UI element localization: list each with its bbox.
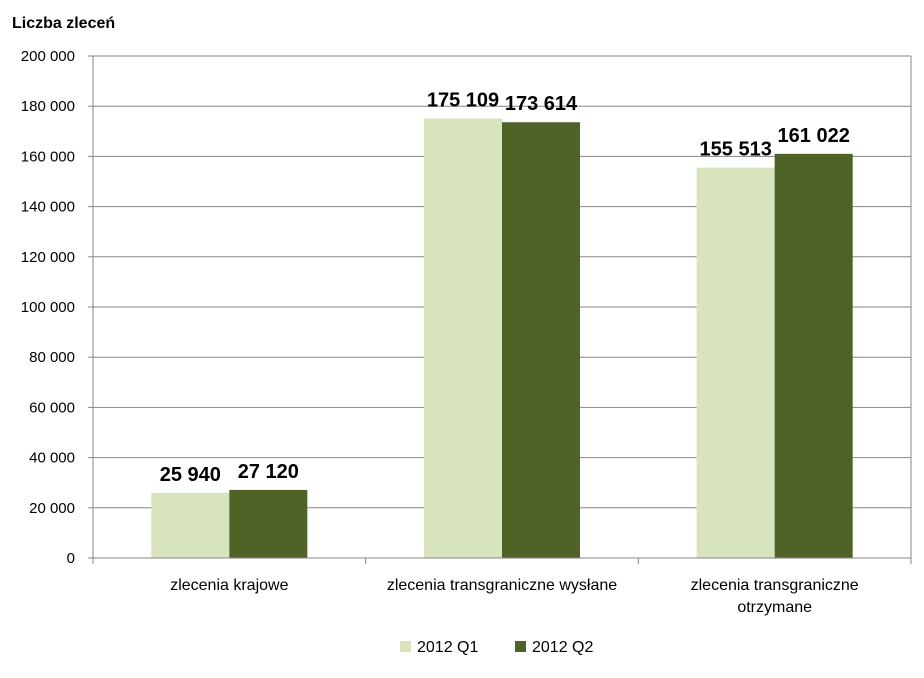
- x-category-label: zlecenia krajowe: [170, 577, 288, 594]
- legend: 2012 Q1 2012 Q2: [400, 639, 593, 656]
- y-tick-label: 80 000: [29, 349, 75, 366]
- y-tick-label: 180 000: [21, 98, 75, 115]
- data-label: 25 940: [160, 464, 221, 486]
- bar-2012-q1: [696, 167, 775, 559]
- y-tick-label: 200 000: [21, 48, 75, 65]
- x-category-label: otrzymane: [737, 599, 812, 616]
- y-tick-label: 20 000: [29, 500, 75, 517]
- data-label: 173 614: [505, 93, 578, 115]
- y-axis-title: Liczba zleceń: [12, 15, 115, 32]
- data-label: 175 109: [427, 89, 499, 111]
- bar-2012-q1: [424, 118, 502, 558]
- data-label: 27 120: [238, 461, 299, 483]
- x-category-label: zlecenia transgraniczne: [691, 577, 859, 594]
- y-tick-label: 60 000: [29, 399, 75, 416]
- bar-2012-q2: [774, 153, 853, 558]
- legend-swatch: [515, 641, 526, 652]
- category-labels: zlecenia krajowe zlecenia transgraniczne …: [170, 577, 859, 616]
- bar-2012-q2: [229, 489, 308, 558]
- legend-label: 2012 Q1: [417, 639, 478, 656]
- axes: [88, 55, 912, 564]
- data-label: 161 022: [778, 125, 850, 147]
- data-labels: 25 940 27 120 175 109 173 614 155 513 161 022: [160, 89, 850, 485]
- x-category-label: zlecenia transgraniczne wysłane: [387, 577, 617, 594]
- y-tick-label: 120 000: [21, 249, 75, 266]
- bar-2012-q2: [502, 122, 580, 559]
- y-tick-label: 0: [67, 550, 75, 567]
- y-tick-label: 140 000: [21, 199, 75, 216]
- y-tick-label: 160 000: [21, 148, 75, 165]
- data-label: 155 513: [700, 139, 772, 161]
- legend-label: 2012 Q2: [532, 639, 593, 656]
- legend-swatch: [400, 641, 411, 652]
- bars: [151, 118, 853, 559]
- y-axis-ticks: 0 20 000 40 000 60 000 80 000 100 000 120 000 1…: [21, 48, 75, 567]
- y-tick-label: 40 000: [29, 450, 75, 467]
- y-tick-label: 100 000: [21, 299, 75, 316]
- bar-2012-q1: [151, 492, 230, 558]
